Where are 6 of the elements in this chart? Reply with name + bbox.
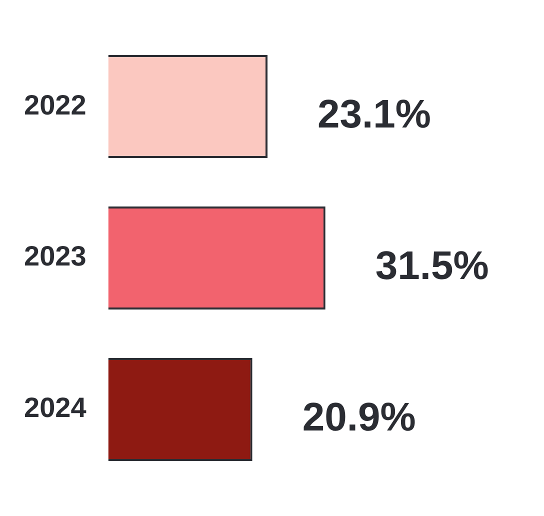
data-label: 23.1% bbox=[318, 92, 431, 137]
y-tick-label: 2022 bbox=[24, 89, 86, 120]
y-tick-label: 2023 bbox=[24, 240, 86, 272]
data-label: 31.5% bbox=[375, 244, 489, 288]
y-tick-label: 2024 bbox=[24, 392, 87, 424]
data-label: 20.9% bbox=[302, 396, 416, 440]
